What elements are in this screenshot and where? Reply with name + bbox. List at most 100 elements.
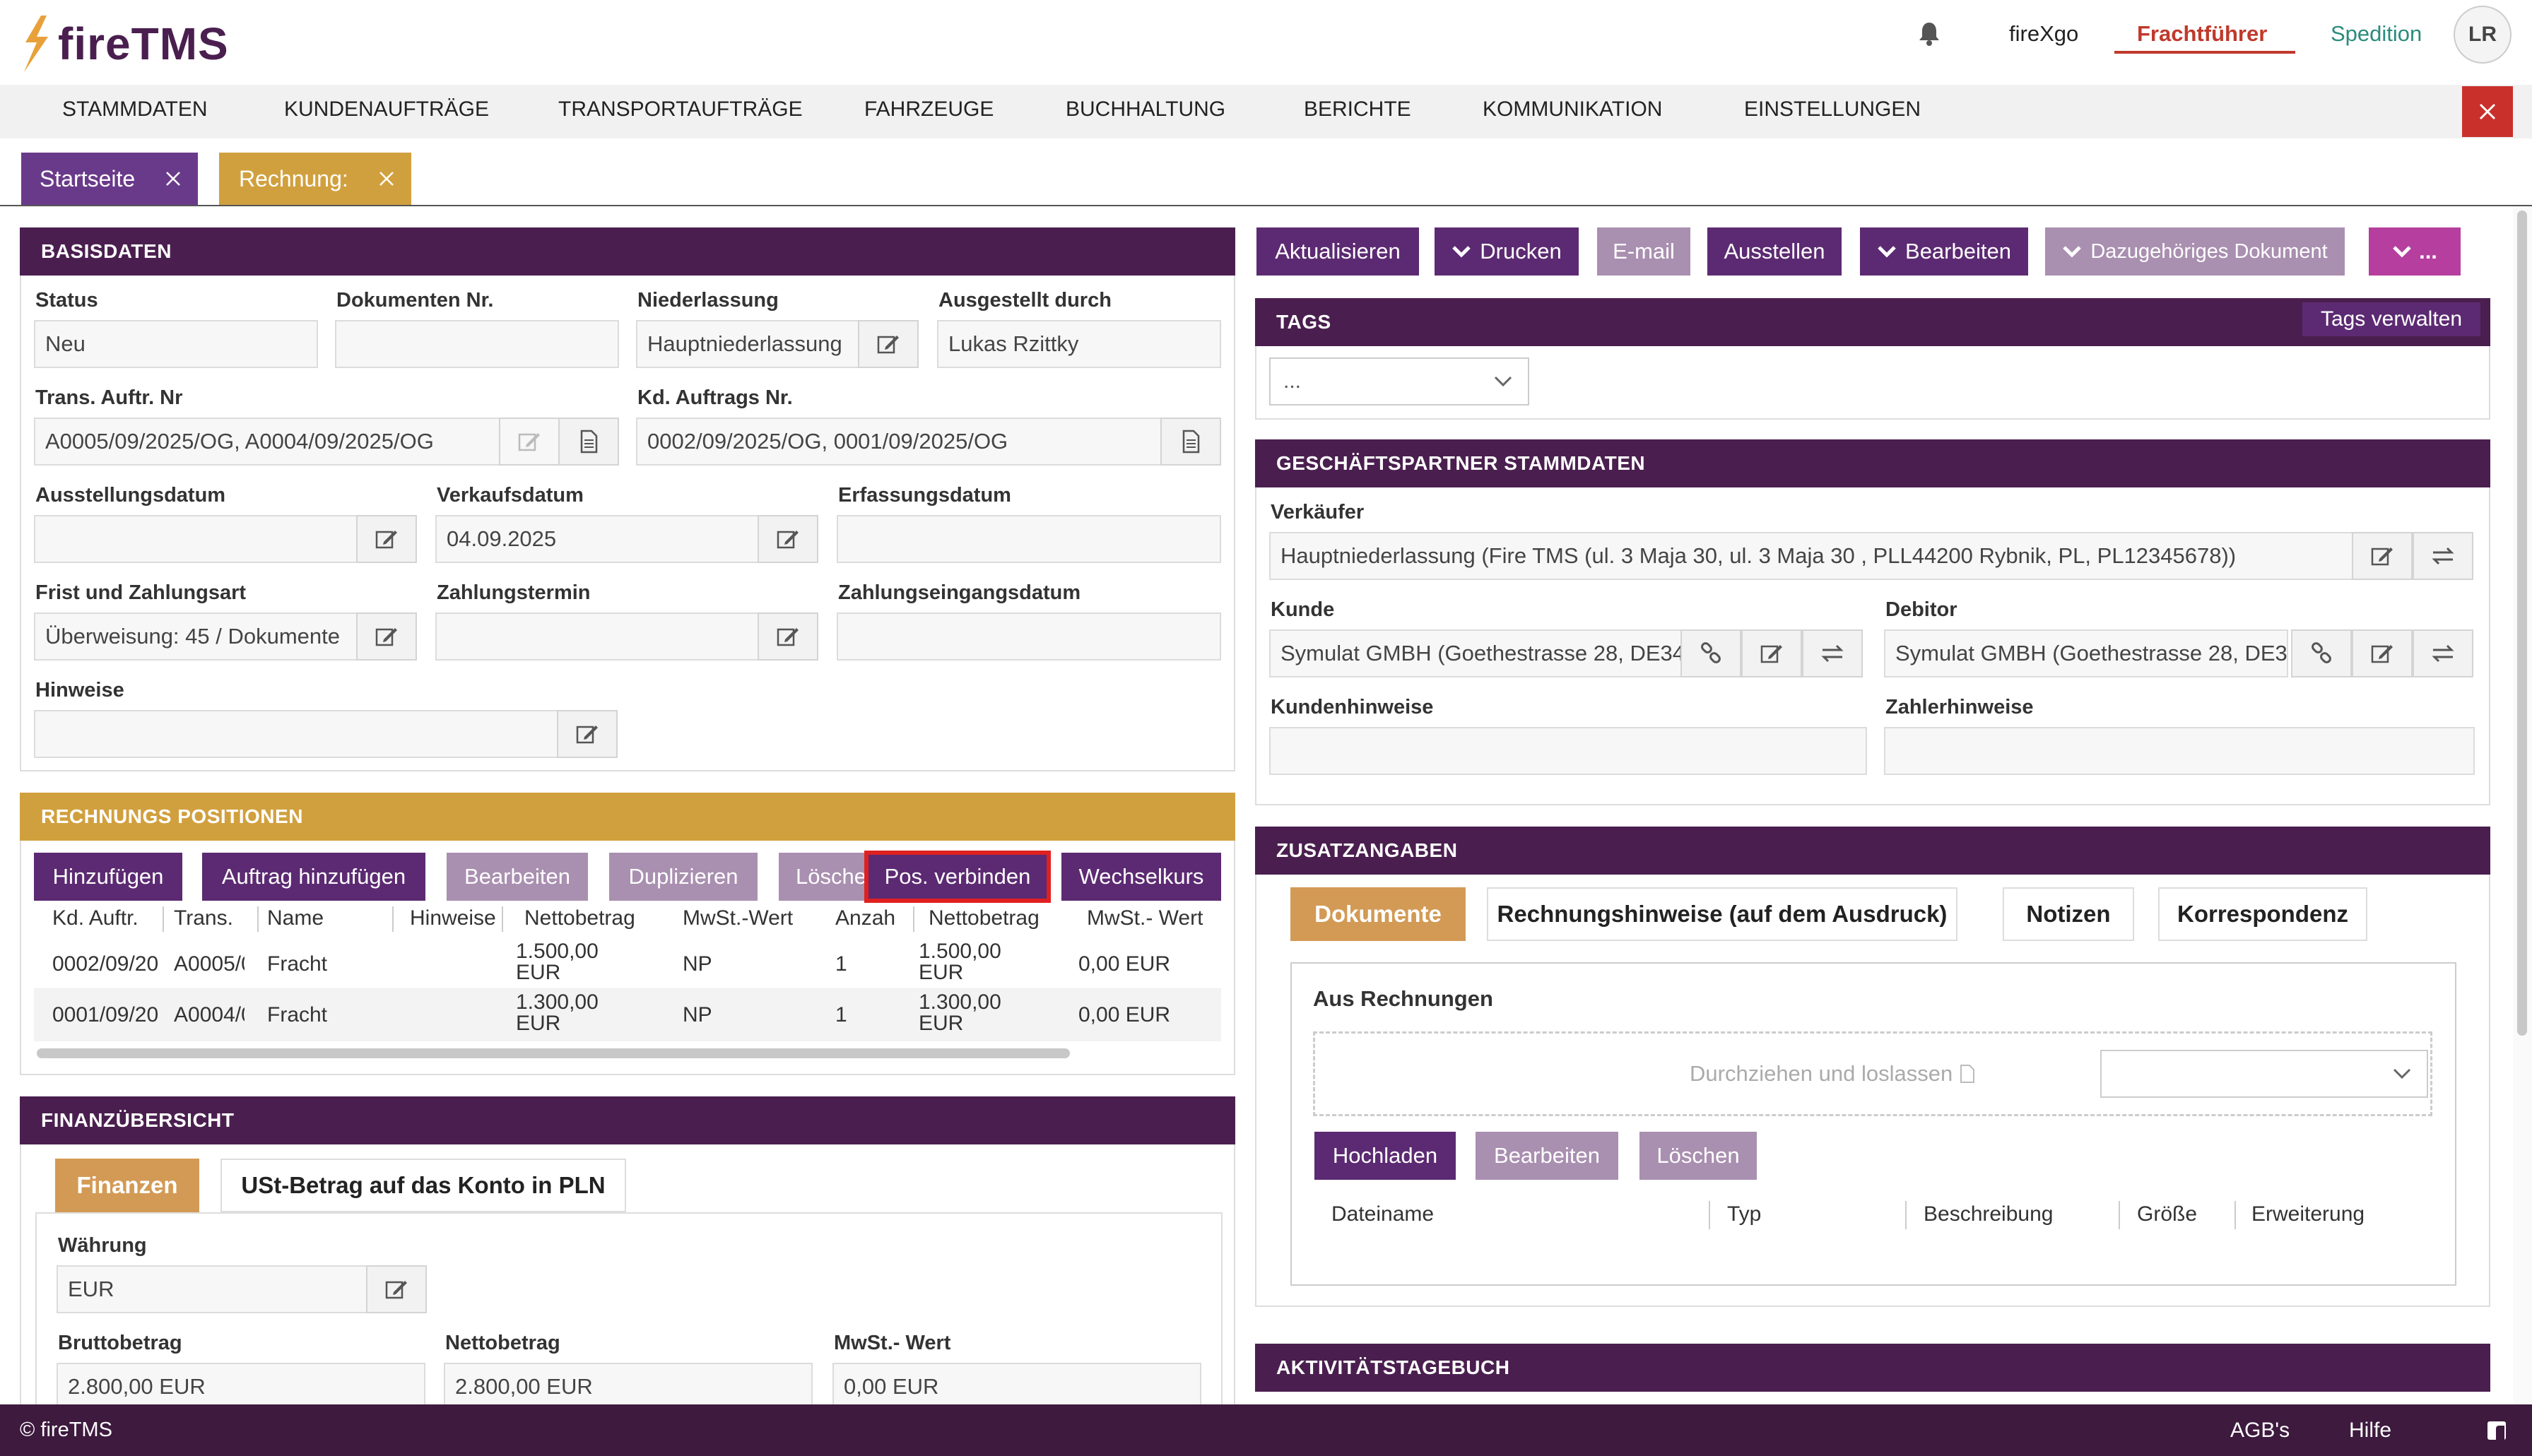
customer-swap-button[interactable] (1802, 629, 1863, 677)
col-filename[interactable]: Dateiname (1331, 1202, 1435, 1226)
tags-select[interactable]: ... (1269, 357, 1529, 406)
tab-startseite[interactable]: Startseite (21, 153, 198, 205)
col-vat2[interactable]: MwSt.- Wert (1087, 906, 1203, 930)
menu-kundenauftraege[interactable]: KUNDENAUFTRÄGE (284, 97, 490, 121)
status-field[interactable]: Neu (34, 320, 318, 368)
delete-position-button[interactable]: Lösche (779, 853, 866, 901)
pay-date-field[interactable] (435, 612, 759, 661)
footer-terms-link[interactable]: AGB's (2230, 1419, 2290, 1442)
trans-document-button[interactable] (558, 418, 619, 466)
customer-field[interactable]: Symulat GMBH (Goethestrasse 28, DE34 (1269, 629, 1682, 677)
col-description[interactable]: Beschreibung (1924, 1202, 2054, 1226)
close-icon[interactable] (379, 171, 394, 187)
customer-link-button[interactable] (1680, 629, 1741, 677)
debtor-link-button[interactable] (2291, 629, 2352, 677)
tab-rechnungshinweise[interactable]: Rechnungshinweise (auf dem Ausdruck) (1487, 887, 1957, 941)
seller-swap-button[interactable] (2413, 532, 2473, 580)
related-document-button[interactable]: Dazugehöriges Dokument (2045, 227, 2345, 276)
edit-button[interactable]: Bearbeiten (1860, 227, 2028, 276)
entry-date-field[interactable] (837, 515, 1221, 563)
currency-edit-button[interactable] (366, 1265, 427, 1313)
manage-tags-button[interactable]: Tags verwalten (2302, 302, 2480, 336)
print-button[interactable]: Drucken (1435, 227, 1579, 276)
more-actions-button[interactable]: ... (2369, 227, 2461, 276)
debtor-edit-button[interactable] (2352, 629, 2413, 677)
menu-stammdaten[interactable]: STAMMDATEN (62, 97, 208, 121)
tab-finanzen[interactable]: Finanzen (55, 1159, 199, 1212)
col-vat[interactable]: MwSt.-Wert (683, 906, 794, 930)
col-net2[interactable]: Nettobetrag (929, 906, 1040, 930)
trans-field[interactable]: A0005/09/2025/OG, A0004/09/2025/OG (34, 418, 500, 466)
branch-field[interactable]: Hauptniederlassung (636, 320, 859, 368)
issue-date-field[interactable] (34, 515, 358, 563)
debtor-field[interactable]: Symulat GMBH (Goethestrasse 28, DE34 (1884, 629, 2288, 677)
col-name[interactable]: Name (267, 906, 324, 930)
bell-icon[interactable] (1918, 21, 1941, 52)
notes-edit-button[interactable] (557, 710, 618, 758)
firetms-logo[interactable]: fireTMS (20, 16, 229, 72)
add-order-button[interactable]: Auftrag hinzufügen (202, 853, 425, 901)
notes-field[interactable] (34, 710, 558, 758)
nav-firexgo[interactable]: fireXgo (2009, 21, 2079, 46)
branch-edit-button[interactable] (858, 320, 919, 368)
horizontal-scrollbar[interactable] (37, 1048, 1070, 1058)
menu-transportauftraege[interactable]: TRANSPORTAUFTRÄGE (558, 97, 803, 121)
vertical-scrollbar[interactable] (2517, 211, 2527, 1036)
user-avatar[interactable]: LR (2454, 6, 2512, 64)
issue-button[interactable]: Ausstellen (1707, 227, 1842, 276)
tab-dokumente[interactable]: Dokumente (1290, 887, 1466, 941)
col-type[interactable]: Typ (1727, 1202, 1762, 1226)
docnr-field[interactable] (335, 320, 619, 368)
vat-field[interactable]: 0,00 EUR (832, 1363, 1201, 1411)
tab-ust-pln[interactable]: USt-Betrag auf das Konto in PLN (220, 1159, 626, 1212)
edit-document-button[interactable]: Bearbeiten (1476, 1132, 1618, 1180)
menu-kommunikation[interactable]: KOMMUNIKATION (1483, 97, 1663, 121)
seller-field[interactable]: Hauptniederlassung (Fire TMS (ul. 3 Maja… (1269, 532, 2353, 580)
seller-edit-button[interactable] (2352, 532, 2413, 580)
pay-date-button[interactable] (758, 612, 818, 661)
sale-date-button[interactable] (758, 515, 818, 563)
merge-positions-button[interactable]: Pos. verbinden (864, 851, 1051, 903)
currency-field[interactable]: EUR (57, 1265, 367, 1313)
col-notes[interactable]: Hinweise (410, 906, 496, 930)
issued-by-field[interactable]: Lukas Rzittky (937, 320, 1221, 368)
customer-notes-field[interactable] (1269, 727, 1867, 775)
footer-help-link[interactable]: Hilfe (2349, 1419, 2392, 1442)
customer-edit-button[interactable] (1741, 629, 1802, 677)
dropzone[interactable]: Durchziehen und loslassen (1313, 1031, 2432, 1116)
delete-document-button[interactable]: Löschen (1639, 1132, 1757, 1180)
menu-buchhaltung[interactable]: BUCHHALTUNG (1066, 97, 1226, 121)
net-field[interactable]: 2.800,00 EUR (444, 1363, 813, 1411)
kd-field[interactable]: 0002/09/2025/OG, 0001/09/2025/OG (636, 418, 1163, 466)
nav-frachtfuehrer[interactable]: Frachtführer (2137, 21, 2268, 46)
col-size[interactable]: Größe (2137, 1202, 2198, 1226)
kd-document-button[interactable] (1160, 418, 1221, 466)
email-button[interactable]: E-mail (1597, 227, 1690, 276)
facebook-icon[interactable] (2487, 1421, 2506, 1440)
add-position-button[interactable]: Hinzufügen (34, 853, 182, 901)
issue-date-button[interactable] (356, 515, 417, 563)
gross-field[interactable]: 2.800,00 EUR (57, 1363, 425, 1411)
col-net[interactable]: Nettobetrag (524, 906, 635, 930)
close-icon[interactable] (165, 171, 181, 187)
tab-korrespondenz[interactable]: Korrespondenz (2158, 887, 2367, 941)
tab-rechnung[interactable]: Rechnung: (219, 153, 411, 205)
col-qty[interactable]: Anzah (835, 906, 896, 930)
menu-fahrzeuge[interactable]: FAHRZEUGE (864, 97, 994, 121)
receipt-field[interactable] (837, 612, 1221, 661)
nav-spedition[interactable]: Spedition (2331, 21, 2422, 46)
close-all-button[interactable] (2462, 86, 2513, 137)
menu-berichte[interactable]: BERICHTE (1304, 97, 1411, 121)
edit-position-button[interactable]: Bearbeiten (447, 853, 588, 901)
upload-button[interactable]: Hochladen (1314, 1132, 1456, 1180)
dropzone-select[interactable] (2100, 1050, 2428, 1098)
col-trans[interactable]: Trans. (174, 906, 233, 930)
tab-notizen[interactable]: Notizen (2003, 887, 2134, 941)
term-field[interactable]: Überweisung: 45 / Dokumente (34, 612, 358, 661)
refresh-button[interactable]: Aktualisieren (1256, 227, 1419, 276)
col-extension[interactable]: Erweiterung (2251, 1202, 2365, 1226)
col-kd[interactable]: Kd. Auftr. (52, 906, 139, 930)
trans-edit-button[interactable] (499, 418, 560, 466)
duplicate-position-button[interactable]: Duplizieren (609, 853, 758, 901)
menu-einstellungen[interactable]: EINSTELLUNGEN (1744, 97, 1921, 121)
